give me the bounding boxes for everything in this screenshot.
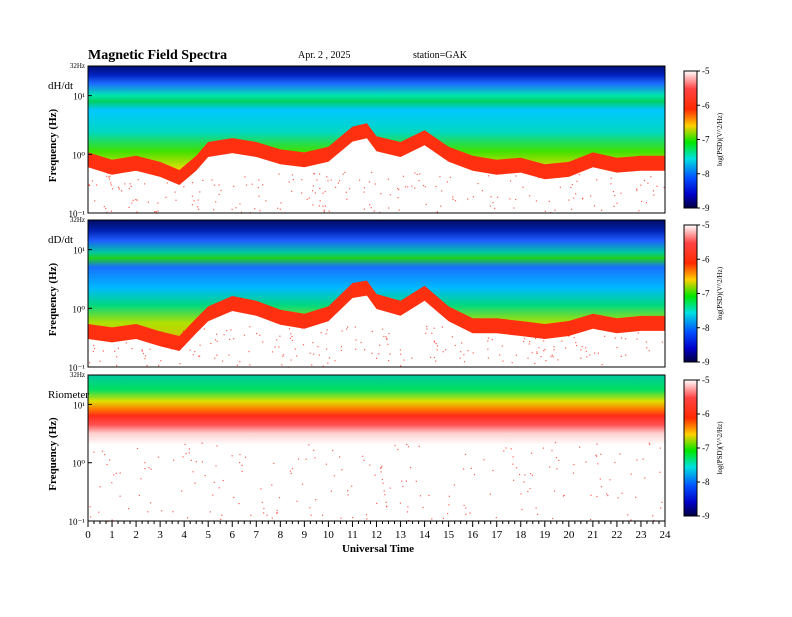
noise-speckle xyxy=(89,441,663,523)
x-tick-label: 15 xyxy=(443,529,455,541)
x-tick-label: 16 xyxy=(467,529,479,541)
y-axis-label: Frequency (Hz) xyxy=(47,417,59,491)
x-axis-label: Universal Time xyxy=(342,543,414,555)
y-tick-label: 32Hz xyxy=(70,216,85,224)
y-tick-label: 10⁰ xyxy=(72,150,85,160)
y-tick-label: 10¹ xyxy=(73,400,85,410)
colorbar-gradient xyxy=(683,224,698,363)
noise-speckle xyxy=(89,325,663,368)
x-tick-label: 7 xyxy=(254,529,260,541)
x-tick-label: 3 xyxy=(157,529,163,541)
panel-riometer: Riometer Frequency (Hz) 32Hz 10¹ 10⁰ 10⁻¹ -5 -6… xyxy=(47,371,724,527)
x-tick-label: 19 xyxy=(539,529,551,541)
chart-title: Magnetic Field Spectra xyxy=(88,48,227,63)
x-tick-label: 14 xyxy=(419,529,431,541)
x-tick-label: 0 xyxy=(85,529,91,541)
colorbar-tick-label: -7 xyxy=(702,289,710,299)
colorbar: -5 -6 -7 -8 -9 log(PSD)(V^2/Hz) xyxy=(683,375,724,521)
colorbar-label: log(PSD)(V^2/Hz) xyxy=(716,421,724,475)
colorbar-tick-label: -7 xyxy=(702,135,710,145)
y-tick-label: 32Hz xyxy=(70,62,85,70)
y-tick-label: 10⁻¹ xyxy=(69,517,86,527)
x-tick-label: 12 xyxy=(371,529,382,541)
low-power-region xyxy=(88,295,665,367)
station-label: station=GAK xyxy=(413,50,468,61)
x-tick-label: 18 xyxy=(515,529,527,541)
spectrogram-background xyxy=(88,375,665,521)
x-tick-label: 11 xyxy=(347,529,358,541)
colorbar: -5 -6 -7 -8 -9 log(PSD)(V^2/Hz) xyxy=(683,220,724,367)
colorbar-tick-label: -5 xyxy=(702,66,710,76)
x-tick-label: 22 xyxy=(611,529,622,541)
x-tick-label: 17 xyxy=(491,529,503,541)
colorbar-tick-label: -6 xyxy=(702,254,710,264)
x-tick-label: 21 xyxy=(587,529,598,541)
colorbar-tick-label: -6 xyxy=(702,100,710,110)
panel-label: dD/dt xyxy=(48,234,73,246)
colorbar: -5 -6 -7 -8 -9 log(PSD)(V^2/Hz) xyxy=(683,66,724,213)
colorbar-label: log(PSD)(V^2/Hz) xyxy=(716,266,724,320)
x-tick-label: 23 xyxy=(635,529,647,541)
x-tick-label: 6 xyxy=(230,529,236,541)
x-tick-label: 9 xyxy=(302,529,308,541)
colorbar-gradient xyxy=(683,379,698,517)
y-tick-label: 10⁰ xyxy=(72,459,85,469)
x-tick-label: 20 xyxy=(563,529,575,541)
colorbar-gradient xyxy=(683,70,698,209)
x-tick-label: 24 xyxy=(660,529,672,541)
colorbar-tick-label: -8 xyxy=(702,477,710,487)
colorbar-label: log(PSD)(V^2/Hz) xyxy=(716,112,724,166)
x-tick-label: 10 xyxy=(323,529,335,541)
low-power-region xyxy=(88,138,665,213)
colorbar-tick-label: -8 xyxy=(702,169,710,179)
noise-speckle xyxy=(88,171,665,214)
y-tick-label: 10¹ xyxy=(73,92,85,102)
panel-label: dH/dt xyxy=(48,80,73,92)
y-axis-label: Frequency (Hz) xyxy=(47,262,59,336)
colorbar-tick-label: -9 xyxy=(702,357,710,367)
panel-label: Riometer xyxy=(48,389,89,401)
colorbar-tick-label: -7 xyxy=(702,443,710,453)
y-tick-label: 10¹ xyxy=(73,246,85,256)
x-tick-label: 4 xyxy=(181,529,187,541)
y-tick-label: 32Hz xyxy=(70,371,85,379)
date-label: Apr. 2 , 2025 xyxy=(298,50,351,61)
y-tick-label: 10⁻¹ xyxy=(69,209,86,219)
y-axis-label: Frequency (Hz) xyxy=(47,108,59,182)
x-tick-label: 8 xyxy=(278,529,284,541)
x-tick-label: 2 xyxy=(133,529,139,541)
panel-frame xyxy=(87,219,666,368)
colorbar-tick-label: -9 xyxy=(702,203,710,213)
x-tick-label: 13 xyxy=(395,529,407,541)
y-tick-label: 10⁰ xyxy=(72,304,85,314)
colorbar-tick-label: -9 xyxy=(702,511,710,521)
x-tick-label: 5 xyxy=(205,529,211,541)
colorbar-tick-label: -5 xyxy=(702,375,710,385)
x-axis: 0 1 2 3 4 5 6 7 8 9 10 11 12 13 14 15 16 17 18 19 20 21 22 23 24 xyxy=(85,521,671,541)
colorbar-tick-label: -8 xyxy=(702,323,710,333)
x-tick-label: 1 xyxy=(109,529,115,541)
colorbar-tick-label: -6 xyxy=(702,409,710,419)
colorbar-tick-label: -5 xyxy=(702,220,710,230)
panel-frame xyxy=(87,65,666,214)
y-tick-label: 10⁻¹ xyxy=(69,363,86,373)
